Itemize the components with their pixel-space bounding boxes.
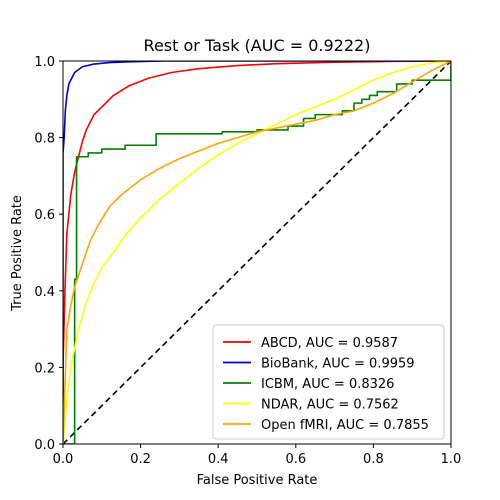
- chart-title: Rest or Task (AUC = 0.9222): [144, 36, 371, 55]
- y-tick-label: 0.8: [34, 132, 55, 147]
- y-tick-label: 0.0: [34, 438, 55, 453]
- series-line-open-fmri: [63, 61, 451, 444]
- y-tick-label: 1.0: [34, 55, 55, 70]
- legend-label-abcd: ABCD, AUC = 0.9587: [261, 336, 398, 351]
- x-tick-label: 0.2: [130, 452, 151, 467]
- series-line-biobank: [63, 61, 451, 444]
- legend-label-icbm: ICBM, AUC = 0.8326: [261, 377, 394, 392]
- x-axis-label: False Positive Rate: [197, 473, 318, 488]
- x-tick-label: 0.6: [285, 452, 306, 467]
- plot-area: 0.0 0.2 0.4 0.6 0.8 1.0 0.0 0.2 0.4 0.6 0.8 1.0: [34, 55, 461, 467]
- series-line-ndar: [63, 61, 451, 444]
- y-axis-label: True Positive Rate: [10, 195, 25, 312]
- series-group: [63, 61, 451, 444]
- series-line-abcd: [63, 61, 451, 444]
- y-tick-label: 0.2: [34, 361, 55, 376]
- legend-label-biobank: BioBank, AUC = 0.9959: [261, 357, 415, 372]
- x-tick-label: 0.0: [53, 452, 74, 467]
- legend-label-open-fmri: Open fMRI, AUC = 0.7855: [261, 418, 429, 433]
- x-tick-label: 1.0: [441, 452, 462, 467]
- legend-box: [212, 324, 445, 440]
- y-tick-label: 0.6: [34, 208, 55, 223]
- legend: ABCD, AUC = 0.9587 BioBank, AUC = 0.9959 I…: [212, 324, 445, 440]
- y-tick-label: 0.4: [34, 285, 55, 300]
- x-tick-label: 0.8: [363, 452, 384, 467]
- legend-label-ndar: NDAR, AUC = 0.7562: [261, 398, 399, 413]
- x-tick-label: 0.4: [208, 452, 229, 467]
- axes-frame: [62, 60, 452, 445]
- chance-diagonal-line: [63, 61, 451, 444]
